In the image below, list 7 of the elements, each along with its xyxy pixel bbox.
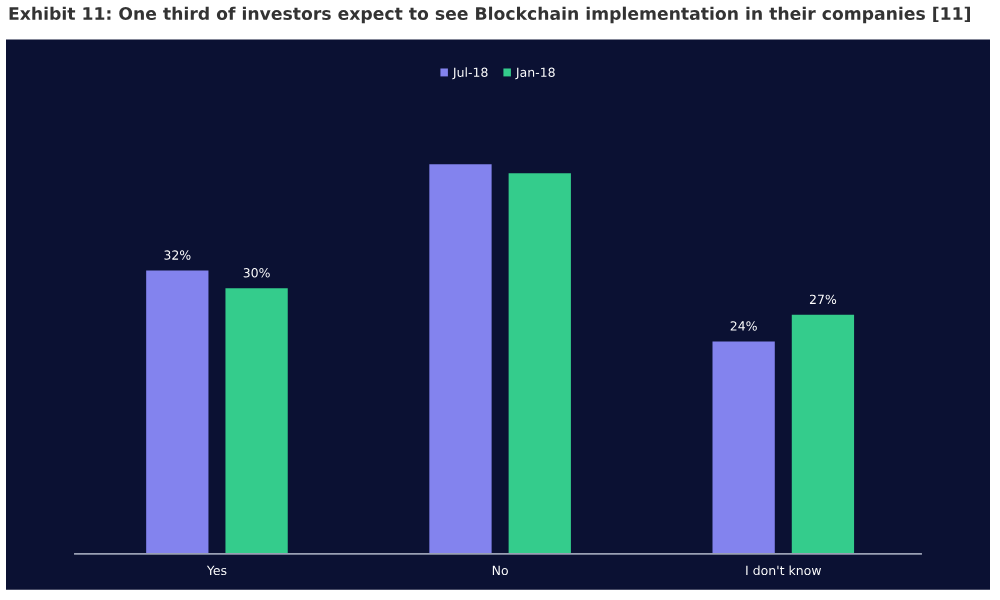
bar [508, 173, 571, 554]
chart-title: Exhibit 11: One third of investors expect to see Blockchain implementation in their companies [11] [9, 6, 970, 24]
bar [146, 270, 209, 554]
bar [225, 288, 288, 554]
bar [791, 314, 855, 554]
bar [429, 164, 492, 554]
bar [712, 341, 775, 554]
